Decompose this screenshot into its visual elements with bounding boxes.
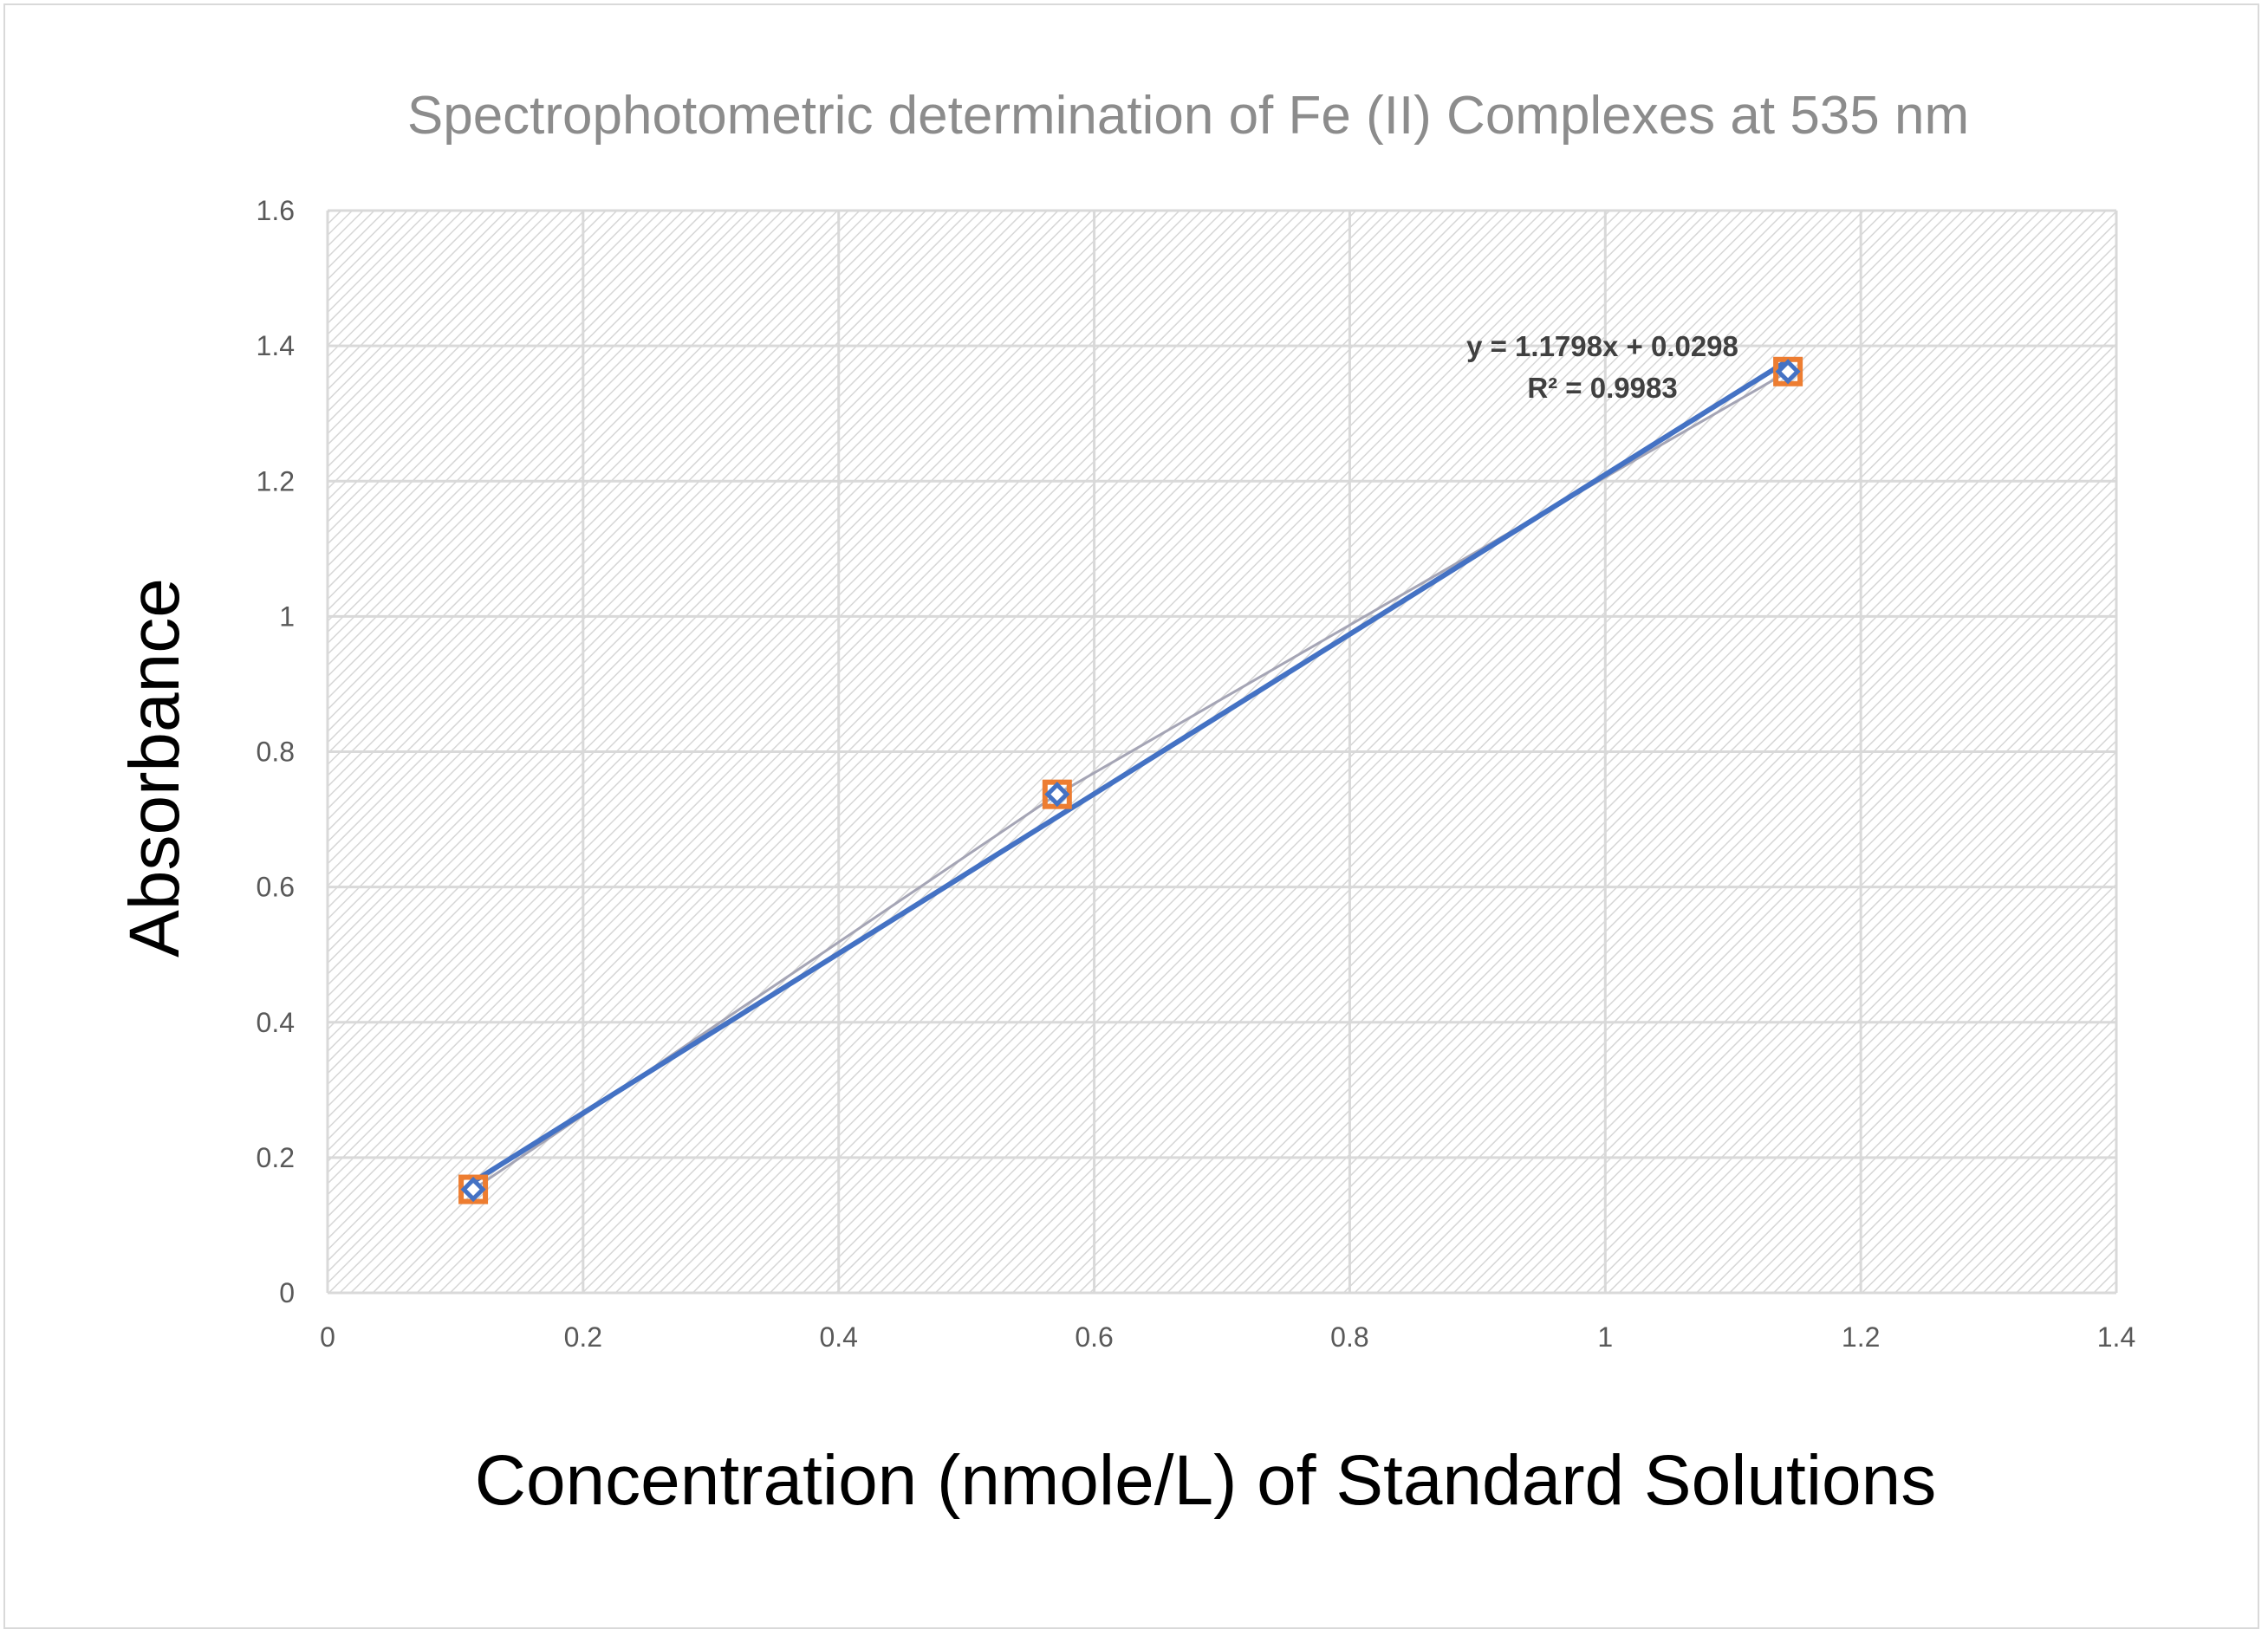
trendline-equation: y = 1.1798x + 0.0298 xyxy=(1466,330,1738,362)
y-tick-label: 1.2 xyxy=(257,465,295,497)
chart-frame: Spectrophotometric determination of Fe (… xyxy=(3,3,2259,1629)
chart-svg: Spectrophotometric determination of Fe (… xyxy=(115,86,2136,1520)
data-point-diamond xyxy=(460,1177,486,1203)
gridlines xyxy=(326,209,2118,1295)
y-tick-label: 0 xyxy=(279,1277,295,1308)
y-tick-label: 0.4 xyxy=(257,1007,295,1038)
trendline-r-squared: R² = 0.9983 xyxy=(1527,372,1677,404)
x-tick-label: 0.8 xyxy=(1330,1321,1368,1353)
y-tick-label: 1.6 xyxy=(257,195,295,226)
x-tick-label: 0.2 xyxy=(564,1321,602,1353)
x-tick-label: 0.6 xyxy=(1075,1321,1113,1353)
x-tick-label: 1.4 xyxy=(2097,1321,2135,1353)
y-tick-label: 1 xyxy=(279,601,295,632)
x-tick-label: 0.4 xyxy=(819,1321,857,1353)
chart-title: Spectrophotometric determination of Fe (… xyxy=(407,86,1969,146)
y-tick-label: 1.4 xyxy=(257,330,295,361)
data-point-diamond xyxy=(1775,359,1801,385)
data-point-diamond xyxy=(1044,782,1070,808)
y-tick-label: 0.2 xyxy=(257,1142,295,1173)
x-tick-label: 1 xyxy=(1597,1321,1613,1353)
y-tick-label: 0.6 xyxy=(257,872,295,903)
y-tick-label: 0.8 xyxy=(257,737,295,768)
data-markers xyxy=(458,356,1803,1204)
y-axis-title: Absorbance xyxy=(115,578,194,958)
x-tick-label: 0 xyxy=(320,1321,335,1353)
x-tick-label: 1.2 xyxy=(1842,1321,1880,1353)
linear-trendline xyxy=(471,358,1790,1185)
x-axis-title: Concentration (nmole/L) of Standard Solu… xyxy=(475,1441,1937,1520)
tick-labels: 0 0.2 0.4 0.6 0.8 1 1.2 1.4 1.6 0 0.2 0.4 0.6 0.8 1 1.2… xyxy=(257,195,2136,1353)
